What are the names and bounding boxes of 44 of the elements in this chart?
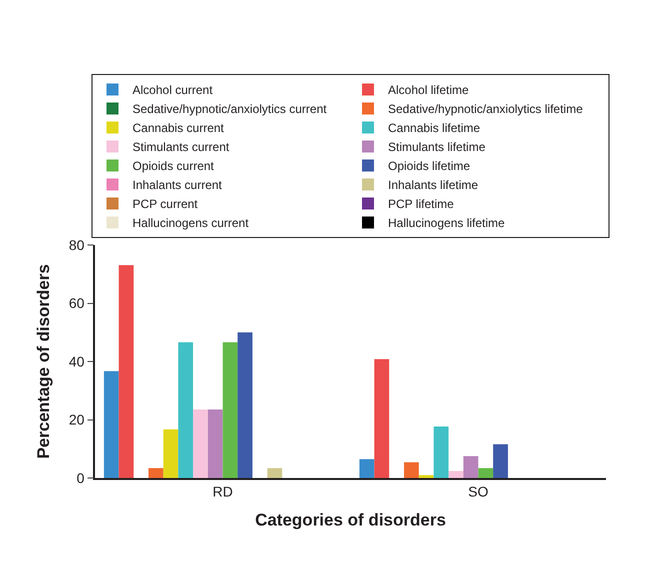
legend-label: Sedative/hypnotic/anxiolytics lifetime xyxy=(388,102,584,116)
bar xyxy=(434,426,449,478)
bar xyxy=(463,456,478,478)
y-tick-label: 40 xyxy=(68,353,85,370)
legend-label: PCP current xyxy=(132,197,198,212)
bar xyxy=(238,332,252,478)
bar xyxy=(104,371,119,478)
bar xyxy=(208,410,223,478)
x-tick-label: RD xyxy=(212,484,233,500)
y-tick-label: 60 xyxy=(68,295,85,312)
x-tick-label: SO xyxy=(468,484,488,500)
bar xyxy=(148,468,164,478)
legend-label: Sedative/hypnotic/anxiolytics current xyxy=(132,102,328,116)
legend-label: Stimulants current xyxy=(132,140,230,154)
bar xyxy=(478,468,494,478)
legend-label: PCP lifetime xyxy=(388,197,454,212)
bar xyxy=(418,475,434,478)
x-axis-title: Categories of disorders xyxy=(255,510,446,530)
bar xyxy=(448,471,464,478)
legend-label: Alcohol current xyxy=(132,83,214,98)
legend-label: Hallucinogens current xyxy=(132,216,250,230)
y-tick-label: 20 xyxy=(68,412,85,428)
bar xyxy=(404,462,419,478)
bar xyxy=(359,459,374,478)
legend-label: Cannabis lifetime xyxy=(388,121,480,136)
y-axis-title: Percentage of disorders xyxy=(34,264,53,459)
bar xyxy=(374,359,390,478)
bar xyxy=(267,468,282,478)
legend-label: Inhalants current xyxy=(132,178,223,192)
bar xyxy=(118,265,134,478)
legend-label: Inhalants lifetime xyxy=(388,178,478,192)
legend-label: Stimulants lifetime xyxy=(388,140,486,154)
bar xyxy=(178,342,194,478)
y-tick-label: 0 xyxy=(76,470,85,486)
bar xyxy=(163,429,178,478)
legend-label: Hallucinogens lifetime xyxy=(388,216,506,230)
bar xyxy=(493,444,508,478)
bar xyxy=(193,410,208,478)
y-tick-label: 80 xyxy=(68,236,85,253)
legend-label: Opioids current xyxy=(132,159,215,174)
legend-label: Cannabis current xyxy=(132,121,225,136)
legend-label: Alcohol lifetime xyxy=(388,83,470,98)
legend-label: Opioids lifetime xyxy=(388,159,470,174)
bar xyxy=(222,342,238,478)
